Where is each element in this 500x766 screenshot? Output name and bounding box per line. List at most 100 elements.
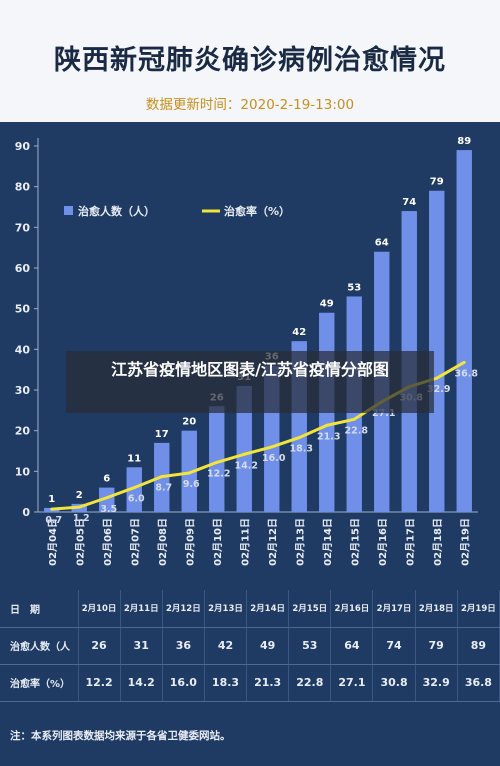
table-cell: 2月18日 (415, 590, 458, 628)
rate-point (297, 436, 301, 440)
header: 陕西新冠肺炎确诊病例治愈情况 数据更新时间：2020-2-19-13:00 (0, 0, 500, 122)
rate-point (462, 360, 466, 364)
y-tick-label: 60 (15, 262, 31, 275)
rate-point (325, 423, 329, 427)
rate-point (215, 460, 219, 464)
legend-label-line: 治愈率（%） (224, 204, 290, 218)
x-tick-label: 02月07日 (129, 518, 141, 566)
table-cell: 2月16日 (330, 590, 374, 628)
x-tick-label: 02月13日 (294, 518, 306, 566)
legend-swatch-bar (64, 206, 73, 215)
rate-label: 14.2 (235, 460, 258, 471)
rate-point (352, 417, 356, 421)
table-cell: 2月10日 (78, 590, 121, 628)
x-tick-label: 02月17日 (404, 518, 416, 566)
x-tick-label: 02月15日 (349, 518, 361, 566)
rate-label: 6.0 (128, 494, 145, 505)
table-cell: 36 (162, 627, 205, 665)
rate-label: 12.2 (207, 468, 230, 479)
data-table: 日 期 2月10日 2月11日 2月12日 2月13日 2月14日 2月15日 2月16日 2月… (0, 590, 500, 702)
table-cell: 22.8 (288, 664, 332, 702)
bar-label: 2 (76, 490, 83, 501)
table-cell: 16.0 (162, 664, 205, 702)
rate-label: 0.7 (45, 515, 62, 526)
update-label: 数据更新时间： (145, 97, 241, 113)
table-cell: 49 (246, 627, 290, 665)
bar (209, 406, 225, 512)
y-tick-label: 90 (15, 140, 31, 153)
source-note: 注：本系列图表数据均来源于各省卫健委网站。 (10, 730, 231, 742)
table-cell: 2月19日 (457, 590, 500, 628)
row-header: 治愈人数（人 (0, 627, 79, 665)
y-tick-label: 80 (15, 181, 31, 194)
rate-point (242, 452, 246, 456)
table-cell: 27.1 (330, 664, 374, 702)
table-cell: 14.2 (120, 664, 163, 702)
x-tick-label: 02月04日 (47, 518, 59, 566)
table-cell: 2月15日 (288, 590, 332, 628)
rate-label: 21.3 (317, 431, 340, 442)
y-tick-label: 20 (15, 425, 31, 438)
bar-label: 20 (182, 417, 196, 428)
table-cell: 12.2 (78, 664, 121, 702)
rate-label: 8.7 (155, 483, 172, 494)
x-tick-label: 02月14日 (322, 518, 334, 566)
rate-point (187, 471, 191, 475)
table-cell: 30.8 (372, 664, 416, 702)
table-cell: 2月14日 (246, 590, 290, 628)
rate-label: 1.2 (73, 513, 90, 524)
x-tick-label: 02月09日 (184, 518, 196, 566)
rate-point (50, 507, 54, 511)
page-title: 陕西新冠肺炎确诊病例治愈情况 (54, 45, 446, 76)
table-cell: 31 (120, 627, 163, 665)
rate-point (160, 475, 164, 479)
rate-label: 3.5 (100, 504, 117, 515)
bar (126, 467, 142, 512)
rate-label: 18.3 (290, 444, 313, 455)
table-cell: 2月11日 (120, 590, 163, 628)
bar-label: 11 (127, 453, 141, 464)
y-tick-label: 40 (15, 343, 31, 356)
count-row: 治愈人数（人 26 31 36 42 49 53 64 74 79 89 (0, 627, 500, 665)
bar-label: 64 (375, 238, 389, 249)
rate-point (105, 496, 109, 500)
table-cell: 26 (78, 627, 121, 665)
rate-label: 9.6 (183, 479, 200, 490)
bar (181, 430, 197, 512)
bar-label: 49 (320, 299, 334, 310)
y-tick-label: 50 (15, 303, 31, 316)
x-tick-label: 02月10日 (212, 518, 224, 566)
bar (236, 385, 252, 512)
x-tick-label: 02月12日 (267, 518, 279, 566)
x-tick-label: 02月18日 (432, 518, 444, 566)
table-cell: 2月17日 (372, 590, 416, 628)
rate-point (132, 486, 136, 490)
bar-label: 42 (292, 327, 306, 338)
bar-label: 53 (347, 282, 361, 293)
y-tick-label: 10 (15, 465, 31, 478)
date-row: 日 期 2月10日 2月11日 2月12日 2月13日 2月14日 2月15日 2月16日 2月… (0, 590, 500, 628)
bar-label: 89 (457, 136, 471, 147)
rate-label: 27.1 (372, 408, 395, 419)
y-tick-label: 70 (15, 221, 31, 234)
table-cell: 2月13日 (204, 590, 248, 628)
row-header: 日 期 (0, 590, 79, 628)
table-cell: 21.3 (246, 664, 290, 702)
update-time: 数据更新时间：2020-2-19-13:00 (0, 93, 500, 113)
table-cell: 64 (330, 627, 374, 665)
x-tick-label: 02月08日 (157, 518, 169, 566)
x-tick-label: 02月19日 (459, 518, 471, 566)
row-header: 治愈率（%） (0, 664, 79, 702)
rate-point (435, 376, 439, 380)
y-tick-label: 30 (15, 384, 31, 397)
bar-label: 17 (155, 429, 169, 440)
y-tick-label: 0 (22, 506, 30, 519)
x-tick-label: 02月11日 (239, 518, 251, 566)
x-tick-label: 02月16日 (377, 518, 389, 566)
table-cell: 74 (372, 627, 416, 665)
rate-point (270, 445, 274, 449)
table-cell: 89 (457, 627, 500, 665)
x-tick-label: 02月06日 (102, 518, 114, 566)
table-cell: 36.8 (457, 664, 500, 702)
rate-label: 36.8 (455, 368, 479, 379)
